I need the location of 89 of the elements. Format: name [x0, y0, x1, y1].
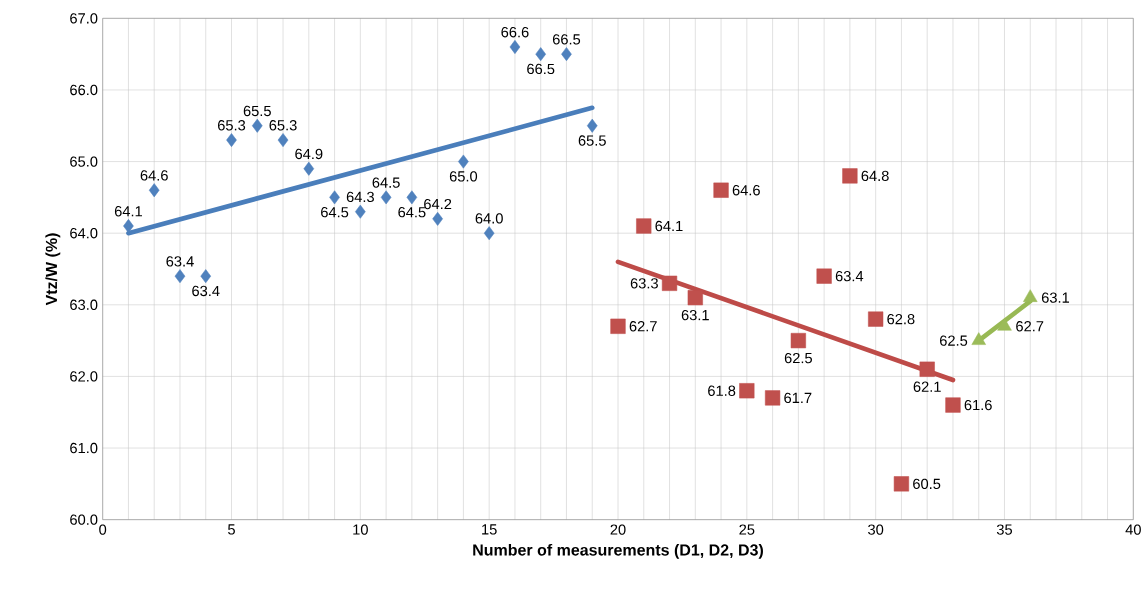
data-label: 66.6 — [501, 27, 529, 38]
point — [945, 397, 961, 413]
x-axis-title: Number of measurements (D1, D2, D3) — [473, 543, 763, 559]
y-tick-label: 65.0 — [70, 156, 98, 167]
y-axis-title: Vtz/W (%) — [45, 233, 61, 306]
point — [687, 290, 703, 306]
data-label: 63.1 — [681, 309, 709, 321]
point — [868, 311, 884, 327]
data-label: 64.5 — [372, 177, 400, 188]
y-tick-label: 64.0 — [70, 228, 98, 239]
data-label: 64.5 — [398, 206, 426, 218]
point — [458, 154, 469, 169]
x-tick-label: 40 — [1125, 524, 1141, 535]
point — [380, 190, 392, 205]
point — [123, 219, 134, 233]
data-label: 62.8 — [887, 313, 915, 325]
point — [483, 226, 495, 241]
data-label: 64.2 — [424, 198, 452, 210]
point — [355, 204, 366, 219]
point — [303, 161, 315, 176]
data-label: 64.3 — [346, 191, 374, 203]
point — [535, 47, 546, 62]
data-label: 65.3 — [269, 120, 297, 131]
data-label: 64.0 — [475, 213, 503, 224]
point — [893, 476, 910, 492]
data-label: 63.4 — [192, 285, 220, 297]
data-label: 63.3 — [630, 278, 658, 289]
data-label: 64.6 — [140, 170, 168, 181]
data-label: 62.7 — [629, 321, 657, 332]
point — [406, 190, 418, 205]
point — [816, 268, 832, 284]
data-label: 63.4 — [835, 270, 864, 282]
point — [329, 190, 340, 205]
data-label: 62.5 — [784, 352, 813, 364]
data-label: 63.4 — [166, 256, 194, 267]
data-label: 64.8 — [861, 170, 889, 182]
point — [610, 318, 626, 334]
data-label: 63.1 — [1041, 292, 1070, 303]
point — [200, 269, 212, 284]
data-label: 66.5 — [552, 34, 581, 45]
data-label: 65.5 — [243, 105, 271, 117]
data-label: 64.9 — [295, 148, 323, 160]
x-tick-label: 20 — [610, 524, 626, 535]
point — [842, 168, 858, 184]
point — [148, 183, 160, 198]
point — [739, 383, 755, 399]
point — [174, 269, 186, 284]
data-label: 60.5 — [913, 478, 941, 490]
y-tick-label: 62.0 — [70, 371, 98, 382]
point — [586, 118, 598, 133]
x-tick-label: 30 — [868, 524, 884, 535]
point — [661, 275, 678, 291]
x-tick-label: 10 — [353, 524, 368, 535]
data-label: 61.8 — [708, 385, 736, 396]
point — [277, 133, 289, 148]
point — [713, 182, 729, 198]
data-label: 65.3 — [217, 120, 246, 131]
data-label: 65.0 — [449, 171, 478, 182]
data-label: 62.1 — [913, 381, 941, 392]
point — [636, 218, 652, 234]
data-label: 61.7 — [784, 392, 812, 404]
data-label: 64.6 — [732, 185, 760, 196]
data-label: 64.1 — [114, 206, 142, 217]
point — [765, 390, 781, 406]
point — [919, 361, 935, 377]
y-tick-label: 63.0 — [70, 299, 98, 310]
x-tick-label: 35 — [996, 524, 1013, 535]
y-tick-label: 61.0 — [70, 442, 98, 454]
x-tick-label: 0 — [99, 524, 107, 535]
data-label: 62.7 — [1016, 321, 1044, 332]
data-label: 61.6 — [964, 399, 992, 411]
data-label: 66.5 — [527, 63, 555, 75]
point — [509, 40, 521, 54]
point — [790, 333, 806, 349]
point — [226, 133, 237, 148]
x-tick-label: 5 — [228, 524, 235, 535]
data-label: 64.1 — [655, 220, 683, 232]
point — [252, 118, 263, 133]
data-label: 65.5 — [578, 135, 606, 146]
y-tick-label: 67.0 — [70, 13, 98, 24]
y-tick-label: 60.0 — [70, 514, 98, 525]
point — [432, 211, 443, 226]
x-tick-label: 25 — [739, 524, 755, 535]
point — [561, 47, 572, 62]
point — [997, 318, 1012, 331]
data-label: 64.5 — [321, 206, 349, 218]
y-tick-label: 66.0 — [70, 84, 98, 96]
x-tick-label: 15 — [482, 524, 497, 535]
data-label: 62.5 — [940, 335, 968, 346]
